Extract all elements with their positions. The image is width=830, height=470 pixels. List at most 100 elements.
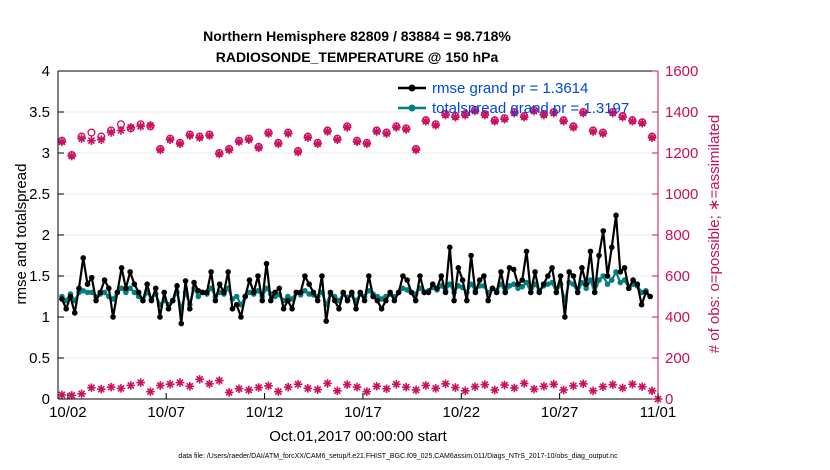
rmse-point-106 (510, 266, 517, 273)
possible-bottom-marker-41 (460, 386, 470, 396)
assimilated-marker-39 (441, 110, 450, 120)
y-left-tick-label-8: 4 (42, 63, 50, 80)
possible-bottom-marker-29 (342, 380, 352, 389)
rmse-point-86 (425, 289, 432, 296)
totalspread-point-75 (378, 296, 385, 302)
totalspread-point-81 (404, 287, 410, 293)
totalspread-point-105 (506, 283, 513, 289)
rmse-point-34 (204, 289, 210, 296)
rmse-point-138 (647, 293, 653, 300)
totalspread-point-124 (587, 277, 594, 283)
possible-bottom-marker-13 (185, 381, 195, 391)
rmse-point-60 (314, 297, 321, 304)
assimilated-marker-11 (165, 135, 175, 144)
rmse-point-117 (557, 273, 564, 279)
rmse-point-93 (455, 265, 462, 271)
possible-bottom-marker-27 (323, 379, 332, 388)
totalspread-point-127 (600, 273, 607, 279)
possible-bottom-marker-54 (588, 386, 598, 396)
possible-bottom-marker-42 (470, 382, 480, 391)
possible-bottom-marker-36 (411, 385, 421, 395)
assimilated-marker-37 (421, 116, 431, 126)
rmse-point-128 (604, 273, 611, 279)
rmse-point-10 (101, 277, 108, 283)
possible-bottom-marker-30 (352, 382, 362, 392)
possible-bottom-marker-19 (244, 385, 254, 395)
assimilated-marker-57 (618, 112, 627, 122)
rmse-point-21 (148, 297, 155, 304)
possible-bottom-marker-5 (106, 382, 116, 392)
totalspread-point-128 (604, 281, 611, 288)
totalspread-point-58 (306, 291, 312, 297)
rmse-point-135 (634, 281, 641, 288)
possible-bottom-marker-37 (421, 381, 431, 390)
assimilated-marker-52 (569, 123, 578, 132)
possible-marker-3 (87, 128, 96, 137)
rmse-point-25 (165, 306, 172, 312)
assimilated-marker-0 (57, 137, 67, 147)
rmse-point-109 (523, 248, 530, 255)
y-right-tick-label-4: 800 (665, 227, 690, 244)
rmse-point-99 (481, 273, 487, 279)
rmse-point-131 (617, 269, 624, 275)
assimilated-marker-55 (598, 129, 608, 138)
totalspread-point-107 (515, 285, 521, 292)
legend-spread-marker-icon (408, 104, 416, 112)
rmse-point-53 (285, 297, 291, 304)
rmse-point-100 (485, 297, 491, 304)
totalspread-point-131 (617, 279, 624, 286)
rmse-point-12 (110, 314, 116, 320)
assimilated-marker-43 (480, 110, 490, 120)
x-tick-label-6: 11/01 (640, 404, 676, 421)
totalspread-point-48 (263, 285, 270, 292)
possible-bottom-marker-24 (293, 379, 303, 389)
assimilated-marker-27 (323, 127, 332, 136)
assimilated-marker-31 (362, 139, 372, 149)
possible-bottom-marker-47 (519, 379, 529, 388)
assimilated-marker-16 (215, 149, 224, 159)
rmse-point-119 (566, 269, 572, 275)
x-tick-label-4: 10/22 (443, 404, 481, 421)
rmse-point-122 (579, 265, 585, 271)
y-right-tick-label-8: 1600 (665, 63, 698, 80)
possible-bottom-marker-26 (313, 385, 322, 394)
rmse-point-6 (84, 281, 91, 288)
rmse-point-75 (378, 306, 385, 312)
possible-bottom-marker-21 (264, 381, 273, 391)
rmse-point-46 (255, 273, 261, 279)
totalspread-point-41 (233, 293, 240, 300)
assimilated-marker-8 (136, 122, 145, 131)
rmse-point-76 (383, 297, 389, 304)
assimilated-marker-7 (126, 123, 136, 132)
possible-bottom-marker-51 (559, 385, 568, 395)
assimilated-marker-13 (185, 131, 195, 140)
possible-bottom-marker-48 (529, 384, 539, 394)
rmse-point-26 (169, 297, 176, 304)
possible-bottom-marker-45 (500, 380, 509, 390)
rmse-point-134 (630, 277, 636, 283)
rmse-point-111 (532, 269, 538, 275)
assimilated-marker-53 (578, 108, 588, 118)
rmse-point-49 (267, 297, 274, 304)
totalspread-point-108 (519, 283, 526, 290)
x-tick-label-1: 10/07 (147, 404, 185, 421)
totalspread-point-114 (545, 281, 551, 288)
rmse-point-41 (233, 301, 240, 308)
rmse-point-88 (434, 285, 440, 292)
rmse-point-73 (370, 293, 376, 300)
rmse-point-16 (127, 269, 133, 275)
totalspread-point-123 (583, 285, 589, 292)
assimilated-marker-17 (224, 145, 234, 155)
assimilated-marker-15 (205, 131, 214, 140)
rmse-point-114 (545, 273, 551, 279)
possible-bottom-marker-38 (431, 384, 441, 393)
possible-bottom-marker-2 (77, 389, 86, 399)
rmse-point-95 (464, 297, 470, 304)
rmse-point-69 (353, 306, 359, 312)
assimilated-marker-32 (372, 127, 381, 136)
totalspread-point-91 (447, 281, 453, 288)
totalspread-point-32 (195, 293, 202, 300)
x-tick-label-5: 10/27 (541, 404, 579, 421)
possible-bottom-marker-12 (175, 378, 185, 387)
rmse-point-66 (340, 289, 347, 296)
